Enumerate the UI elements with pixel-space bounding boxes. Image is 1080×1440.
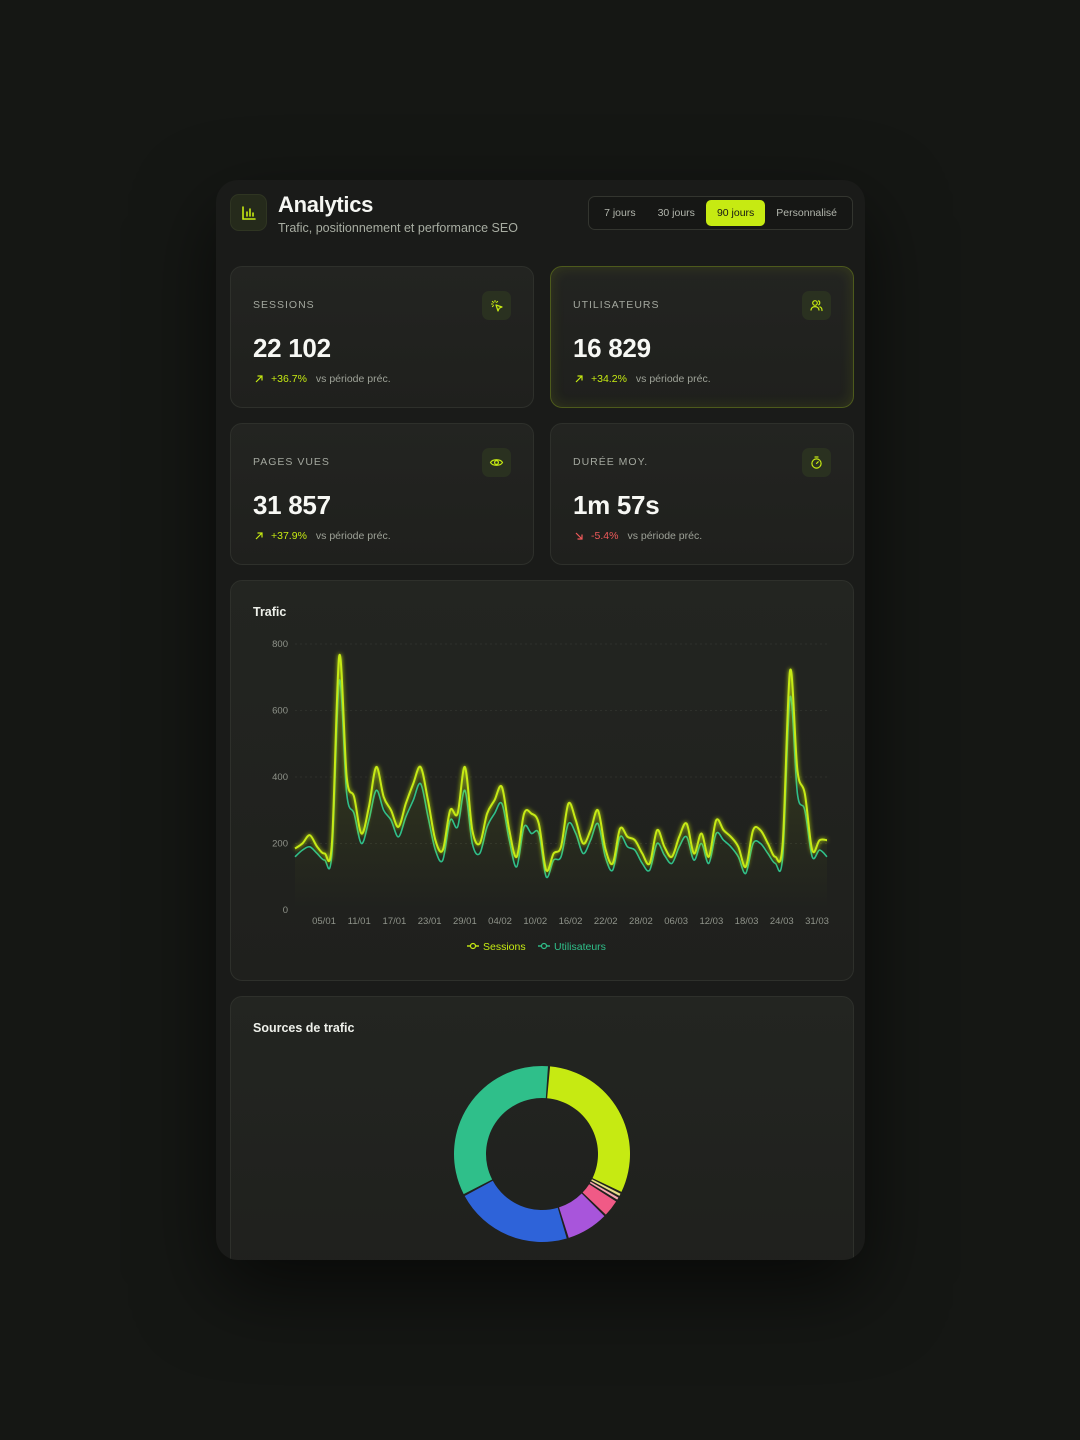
donut-slice[interactable] <box>589 1181 619 1200</box>
x-tick-label: 04/02 <box>488 916 512 927</box>
analytics-window: Analytics Trafic, positionnement et perf… <box>216 180 865 1260</box>
kpi-delta-note: vs période préc. <box>635 373 711 385</box>
x-tick-label: 06/03 <box>664 916 688 927</box>
kpi-delta: +37.9% vs période préc. <box>253 530 391 542</box>
kpi-delta: +36.7% vs période préc. <box>253 373 391 385</box>
kpi-label: DURÉE MOY. <box>573 456 649 468</box>
traffic-chart-title: Trafic <box>253 605 287 619</box>
arrow-up-right-icon <box>255 375 263 383</box>
range-custom[interactable]: Personnalisé <box>776 207 837 219</box>
cursor-click-icon <box>482 291 511 320</box>
x-tick-label: 18/03 <box>735 916 759 927</box>
donut-slice[interactable] <box>464 1180 567 1242</box>
x-tick-label: 05/01 <box>312 916 336 927</box>
donut-slice[interactable] <box>559 1193 605 1238</box>
donut-slice[interactable] <box>453 1065 548 1195</box>
kpi-label: UTILISATEURS <box>573 299 660 311</box>
y-tick-label: 400 <box>272 772 288 783</box>
x-tick-label: 28/02 <box>629 916 653 927</box>
donut-slice[interactable] <box>591 1179 621 1196</box>
kpi-value: 1m 57s <box>573 490 660 520</box>
x-tick-label: 10/02 <box>523 916 547 927</box>
series-line-sessions <box>294 654 828 872</box>
arrow-up-right-icon <box>255 532 263 540</box>
kpi-delta: -5.4% vs période préc. <box>573 530 702 542</box>
x-tick-label: 23/01 <box>418 916 442 927</box>
arrow-down-right-icon <box>575 532 583 540</box>
kpi-label: SESSIONS <box>253 299 315 311</box>
stopwatch-icon <box>802 448 831 477</box>
svg-text:Utilisateurs: Utilisateurs <box>554 941 606 953</box>
kpi-value: 16 829 <box>573 333 651 363</box>
traffic-line-chart: 0 200 400 600 800 05/01 11/01 17/01 23/01 29/01 04… <box>272 639 829 953</box>
kpi-delta-value: -5.4% <box>591 530 619 542</box>
range-7-days[interactable]: 7 jours <box>604 207 636 219</box>
x-tick-label: 29/01 <box>453 916 477 927</box>
x-tick-label: 12/03 <box>699 916 723 927</box>
range-30-days[interactable]: 30 jours <box>657 207 695 219</box>
kpi-delta: +34.2% vs période préc. <box>573 373 711 385</box>
kpi-card-avg-duration: DURÉE MOY. 1m 57s -5.4% vs période préc. <box>550 423 854 565</box>
kpi-card-sessions: SESSIONS 22 102 +36.7% vs période préc. <box>230 266 534 408</box>
traffic-sources-title: Sources de trafic <box>253 1021 355 1035</box>
traffic-chart-panel: Trafic 0 200 400 600 800 05/01 11/01 17/01 23/01… <box>230 580 854 981</box>
donut-slice[interactable] <box>547 1066 631 1192</box>
date-range-selector: 7 jours 30 jours 90 jours Personnalisé <box>588 196 853 230</box>
traffic-sources-panel: Sources de trafic <box>230 996 854 1260</box>
x-tick-label: 17/01 <box>383 916 407 927</box>
x-tick-label: 16/02 <box>559 916 583 927</box>
kpi-value: 31 857 <box>253 490 331 520</box>
kpi-delta-note: vs période préc. <box>315 530 391 542</box>
users-icon <box>802 291 831 320</box>
donut-slice[interactable] <box>582 1184 617 1215</box>
x-tick-label: 24/03 <box>770 916 794 927</box>
kpi-card-users: UTILISATEURS 16 829 +34.2% vs période pr… <box>550 266 854 408</box>
arrow-up-right-icon <box>575 375 583 383</box>
eye-icon <box>482 448 511 477</box>
traffic-sources-donut <box>453 1065 631 1242</box>
bar-chart-icon <box>230 194 267 231</box>
kpi-delta-value: +36.7% <box>271 373 307 385</box>
series-line-utilisateurs <box>294 679 828 879</box>
kpi-label: PAGES VUES <box>253 456 330 468</box>
kpi-delta-note: vs période préc. <box>627 530 703 542</box>
legend-item-utilisateurs[interactable]: Utilisateurs <box>538 941 606 953</box>
kpi-delta-value: +37.9% <box>271 530 307 542</box>
page-subtitle: Trafic, positionnement et performance SE… <box>278 221 518 235</box>
kpi-delta-value: +34.2% <box>591 373 627 385</box>
svg-text:Sessions: Sessions <box>483 941 526 953</box>
x-tick-label: 22/02 <box>594 916 618 927</box>
y-tick-label: 600 <box>272 706 288 717</box>
x-tick-label: 11/01 <box>348 916 371 927</box>
kpi-value: 22 102 <box>253 333 331 363</box>
sessions-area <box>295 654 827 910</box>
range-90-days[interactable]: 90 jours <box>705 200 766 226</box>
y-tick-label: 200 <box>272 839 288 850</box>
kpi-card-page-views: PAGES VUES 31 857 +37.9% vs période préc… <box>230 423 534 565</box>
kpi-delta-note: vs période préc. <box>315 373 391 385</box>
x-tick-label: 31/03 <box>805 916 829 927</box>
header: Analytics Trafic, positionnement et perf… <box>230 192 853 254</box>
y-tick-label: 800 <box>272 639 288 650</box>
page-title: Analytics <box>278 192 374 217</box>
y-tick-label: 0 <box>283 905 288 916</box>
legend-item-sessions[interactable]: Sessions <box>467 941 526 953</box>
